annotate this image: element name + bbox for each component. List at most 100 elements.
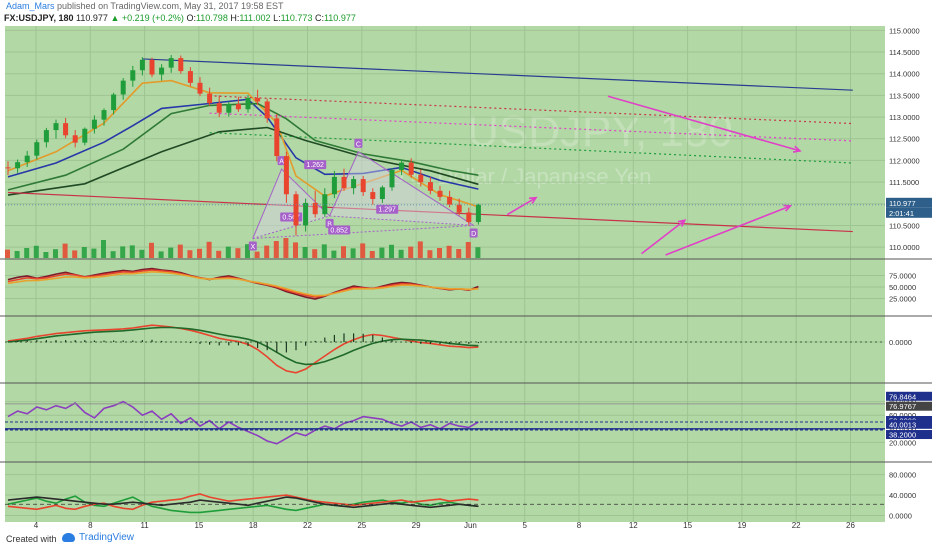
candle[interactable] bbox=[235, 96, 241, 112]
candle[interactable] bbox=[283, 151, 289, 203]
candle[interactable] bbox=[130, 65, 136, 87]
pattern-triangle-bcd bbox=[329, 151, 474, 226]
candle[interactable] bbox=[331, 170, 337, 199]
candle[interactable] bbox=[120, 78, 126, 100]
candle[interactable] bbox=[43, 127, 49, 148]
candle[interactable] bbox=[399, 159, 405, 176]
volume-bar bbox=[177, 244, 183, 258]
candle[interactable] bbox=[197, 77, 203, 97]
candle[interactable] bbox=[341, 168, 347, 191]
x-tick-label: 8 bbox=[88, 521, 93, 530]
candle[interactable] bbox=[111, 92, 117, 115]
candle[interactable] bbox=[245, 94, 251, 113]
chart-footer: Created with TradingView bbox=[0, 530, 932, 550]
volume-bar bbox=[273, 241, 279, 258]
pattern-point-badge bbox=[354, 138, 363, 148]
volume-bar bbox=[101, 240, 106, 258]
x-tick-label: 15 bbox=[683, 521, 692, 530]
candle-body bbox=[245, 97, 251, 110]
candle[interactable] bbox=[418, 169, 424, 187]
pattern-point-text: D bbox=[471, 231, 476, 238]
price-tick-label: 110.5000 bbox=[889, 221, 920, 230]
candle[interactable] bbox=[322, 188, 328, 217]
x-tick-label: 18 bbox=[249, 521, 258, 530]
candle[interactable] bbox=[427, 176, 433, 195]
candle[interactable] bbox=[312, 190, 318, 218]
candle-body bbox=[82, 128, 88, 143]
candle[interactable] bbox=[274, 114, 280, 162]
candle[interactable] bbox=[149, 57, 155, 78]
candle[interactable] bbox=[5, 161, 11, 176]
volume-bar bbox=[456, 249, 462, 258]
rsi-band-text: 40.0013 bbox=[889, 420, 916, 429]
arrow-head-icon bbox=[677, 219, 687, 227]
candle-body bbox=[5, 167, 11, 169]
candle-body bbox=[187, 71, 193, 83]
candle[interactable] bbox=[178, 55, 184, 74]
pattern-line bbox=[252, 224, 474, 239]
candle[interactable] bbox=[82, 127, 88, 146]
candle[interactable] bbox=[63, 117, 69, 139]
candle[interactable] bbox=[101, 108, 107, 126]
price-axis bbox=[886, 26, 932, 522]
candle[interactable] bbox=[351, 176, 357, 195]
trend-arrow bbox=[665, 205, 791, 256]
candle-body bbox=[283, 156, 289, 195]
trend-line bbox=[209, 95, 853, 125]
chart-stage[interactable]: USDJPY, 180 U.S. Dollar / Japanese Yen 4 8 1… bbox=[0, 26, 932, 530]
candle[interactable] bbox=[168, 55, 174, 73]
candle[interactable] bbox=[303, 198, 309, 232]
candle[interactable] bbox=[72, 130, 78, 148]
trend-arrow bbox=[641, 219, 686, 255]
candle[interactable] bbox=[389, 168, 395, 191]
candle[interactable] bbox=[255, 89, 261, 105]
candle[interactable] bbox=[139, 57, 145, 76]
candle[interactable] bbox=[370, 188, 376, 205]
author-link[interactable]: Adam_Mars bbox=[6, 1, 55, 11]
candle[interactable] bbox=[187, 67, 193, 87]
candle[interactable] bbox=[53, 119, 59, 139]
x-tick-label: 22 bbox=[303, 521, 312, 530]
candle[interactable] bbox=[226, 101, 232, 117]
candle[interactable] bbox=[437, 186, 443, 201]
candle-body bbox=[53, 123, 59, 131]
candle-body bbox=[312, 202, 318, 215]
candle[interactable] bbox=[34, 139, 40, 160]
candle[interactable] bbox=[408, 158, 414, 178]
candle[interactable] bbox=[207, 87, 213, 106]
open-value: 110.798 bbox=[195, 13, 228, 23]
pattern-point-text: C bbox=[356, 141, 361, 148]
candle[interactable] bbox=[24, 150, 30, 167]
candle-body bbox=[63, 123, 69, 136]
candle[interactable] bbox=[466, 207, 472, 226]
indicator-tick-label: 40.0000 bbox=[889, 425, 916, 434]
pattern-ratio: 0.852 bbox=[328, 225, 351, 235]
candle[interactable] bbox=[293, 191, 299, 236]
brand-label: TradingView bbox=[79, 532, 135, 543]
candle[interactable] bbox=[456, 198, 462, 216]
candle[interactable] bbox=[216, 95, 222, 118]
candle[interactable] bbox=[15, 159, 21, 174]
volume-bar bbox=[235, 248, 241, 258]
indicator-tick-label: 0.0000 bbox=[889, 338, 912, 347]
rsi-band-text: 38.2000 bbox=[889, 431, 916, 440]
candle[interactable] bbox=[264, 98, 270, 123]
high-value: 111.002 bbox=[239, 13, 271, 23]
overlay-line bbox=[7, 98, 479, 190]
volume-bar bbox=[465, 242, 471, 258]
candle[interactable] bbox=[379, 185, 385, 203]
x-tick-label: 12 bbox=[629, 521, 638, 530]
pattern-point-text: B bbox=[327, 221, 332, 228]
candle[interactable] bbox=[91, 115, 97, 134]
volume-bar bbox=[417, 241, 423, 258]
candle[interactable] bbox=[360, 176, 366, 196]
candle[interactable] bbox=[475, 203, 481, 225]
volume-bar bbox=[312, 249, 318, 258]
x-tick-label: 8 bbox=[577, 521, 582, 530]
candle-body bbox=[274, 118, 280, 157]
candle[interactable] bbox=[159, 64, 165, 81]
tradingview-brand[interactable]: TradingView bbox=[62, 532, 134, 543]
x-tick-label: 25 bbox=[357, 521, 366, 530]
volume-bar bbox=[331, 250, 337, 258]
